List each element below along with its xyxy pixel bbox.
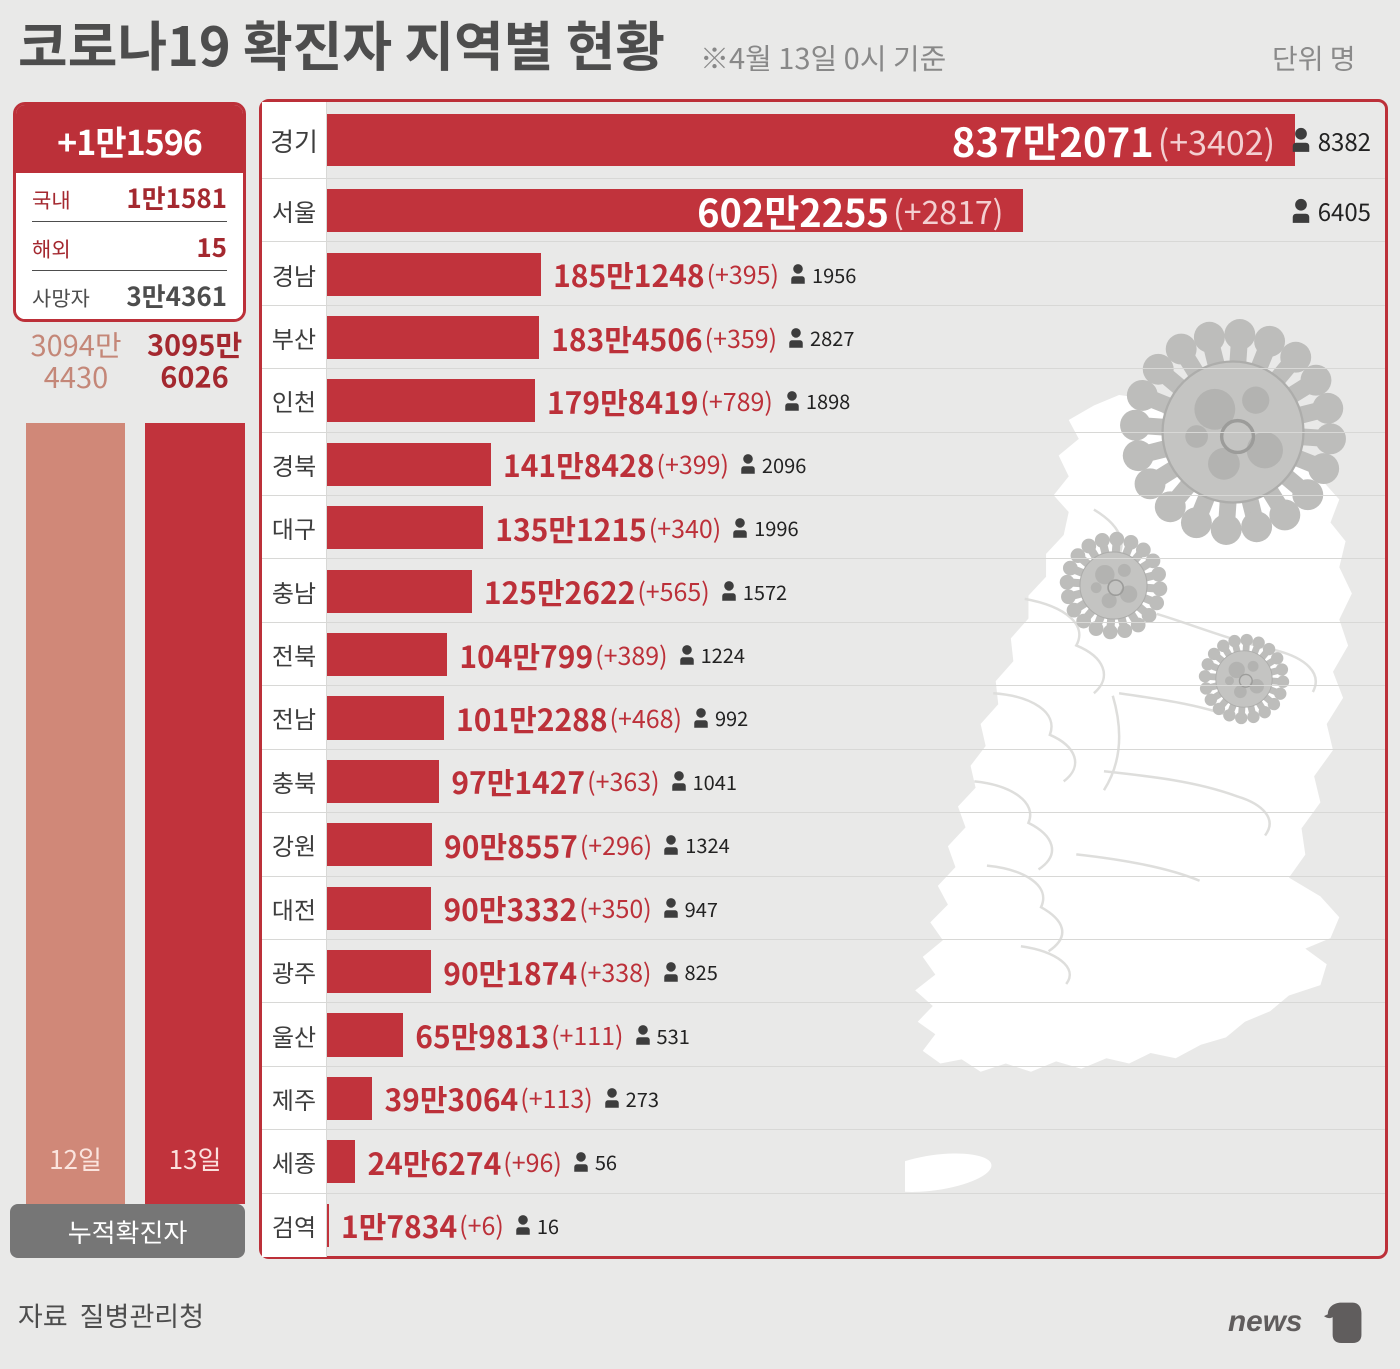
svg-text:news: news [1228, 1305, 1302, 1338]
